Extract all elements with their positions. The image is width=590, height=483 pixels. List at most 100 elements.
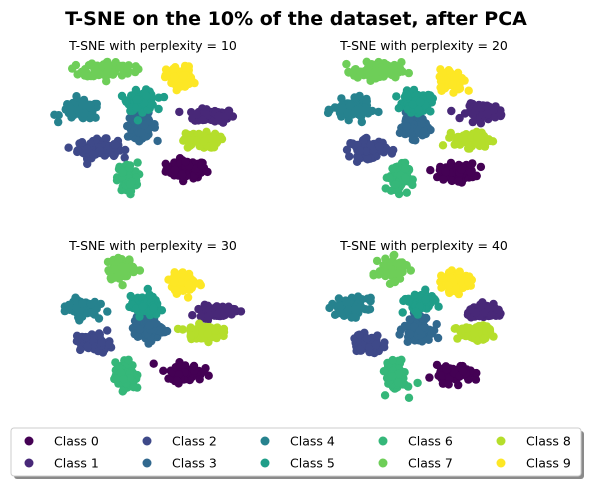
- scatter-point: [437, 271, 446, 280]
- subplot-4: T-SNE with perplexity = 40: [325, 238, 508, 402]
- legend-marker: [496, 458, 506, 468]
- scatter-point: [124, 355, 133, 364]
- scatter-point: [71, 60, 81, 70]
- scatter-point: [65, 305, 74, 314]
- scatter-point: [145, 290, 154, 299]
- scatter-point: [117, 262, 127, 271]
- scatter-point: [420, 322, 429, 332]
- scatter-point: [209, 141, 218, 150]
- series-class-6: [112, 158, 144, 199]
- scatter-point: [131, 62, 140, 71]
- scatter-point: [433, 333, 443, 343]
- scatter-point: [226, 111, 236, 121]
- legend-marker: [260, 436, 270, 446]
- series-class-9: [164, 268, 205, 302]
- scatter-point: [54, 117, 63, 127]
- scatter-point: [447, 106, 456, 116]
- scatter-point: [362, 57, 371, 66]
- scatter-point: [149, 359, 158, 368]
- scatter-point: [86, 308, 96, 317]
- scatter-point: [184, 280, 193, 290]
- scatter-point: [190, 78, 199, 88]
- scatter-point: [112, 374, 122, 384]
- scatter-point: [387, 372, 397, 381]
- series-class-4: [60, 293, 112, 325]
- series-class-0: [149, 358, 213, 388]
- scatter-point: [103, 257, 113, 267]
- scatter-point: [380, 338, 389, 347]
- scatter-point: [199, 367, 209, 376]
- scatter-point: [375, 267, 384, 276]
- scatter-point: [487, 311, 496, 320]
- scatter-point: [133, 158, 142, 167]
- scatter-point: [354, 154, 363, 163]
- scatter-point: [476, 162, 486, 172]
- scatter-point: [133, 116, 143, 125]
- scatter-point: [406, 266, 415, 275]
- scatter-point: [464, 278, 473, 287]
- scatter-point: [117, 71, 127, 80]
- legend-item: Class 7: [378, 456, 453, 471]
- scatter-point: [102, 77, 111, 86]
- scatter-point: [170, 286, 180, 295]
- scatter-point: [82, 144, 92, 154]
- scatter-point: [355, 330, 364, 339]
- scatter-point: [131, 304, 141, 313]
- scatter-point: [356, 67, 365, 76]
- scatter-point: [125, 255, 134, 264]
- scatter-point: [464, 86, 473, 95]
- scatter-point: [436, 83, 445, 92]
- legend-label: Class 3: [172, 456, 217, 471]
- scatter-point: [365, 343, 374, 352]
- scatter-point: [446, 158, 456, 168]
- scatter-point: [175, 82, 184, 92]
- series-class-7: [369, 250, 415, 288]
- scatter-point: [203, 329, 212, 338]
- scatter-point: [426, 166, 435, 175]
- series-class-4: [323, 91, 383, 127]
- subplot-2: T-SNE with perplexity = 20: [323, 38, 508, 199]
- scatter-point: [453, 334, 462, 343]
- series-class-1: [447, 99, 506, 128]
- scatter-point: [95, 146, 105, 155]
- scatter-point: [186, 331, 195, 340]
- legend-marker: [24, 458, 34, 468]
- scatter-point: [411, 307, 421, 317]
- scatter-point: [111, 140, 120, 150]
- series-class-0: [161, 154, 212, 186]
- series-class-9: [435, 65, 473, 97]
- scatter-point: [380, 391, 390, 400]
- scatter-point: [408, 180, 417, 190]
- legend-item: Class 5: [260, 456, 335, 471]
- scatter-point: [54, 111, 63, 120]
- scatter-point: [174, 370, 184, 379]
- scatter-point: [402, 122, 411, 131]
- scatter-point: [161, 65, 171, 74]
- scatter-point: [103, 307, 112, 316]
- scatter-point: [169, 64, 179, 74]
- legend-label: Class 1: [54, 456, 99, 471]
- scatter-point: [196, 312, 205, 321]
- scatter-point: [131, 85, 141, 95]
- scatter-point: [181, 129, 190, 138]
- scatter-point: [411, 136, 420, 145]
- figure-title: T-SNE on the 10% of the dataset, after P…: [65, 8, 527, 30]
- subplot-title: T-SNE with perplexity = 40: [339, 238, 508, 253]
- scatter-point: [197, 161, 206, 170]
- scatter-point: [140, 120, 149, 130]
- scatter-point: [457, 165, 466, 174]
- subplot-title: T-SNE with perplexity = 10: [68, 38, 237, 53]
- scatter-point: [344, 67, 353, 77]
- scatter-point: [210, 325, 219, 335]
- scatter-point: [374, 107, 383, 117]
- legend-item: Class 1: [24, 456, 99, 471]
- scatter-point: [176, 362, 186, 371]
- legend-box: [10, 427, 582, 477]
- scatter-point: [181, 64, 191, 73]
- scatter-point: [194, 129, 204, 139]
- scatter-point: [466, 161, 476, 170]
- scatter-point: [342, 145, 352, 154]
- scatter-point: [355, 146, 365, 155]
- scatter-point: [162, 326, 172, 336]
- series-class-2: [342, 133, 398, 166]
